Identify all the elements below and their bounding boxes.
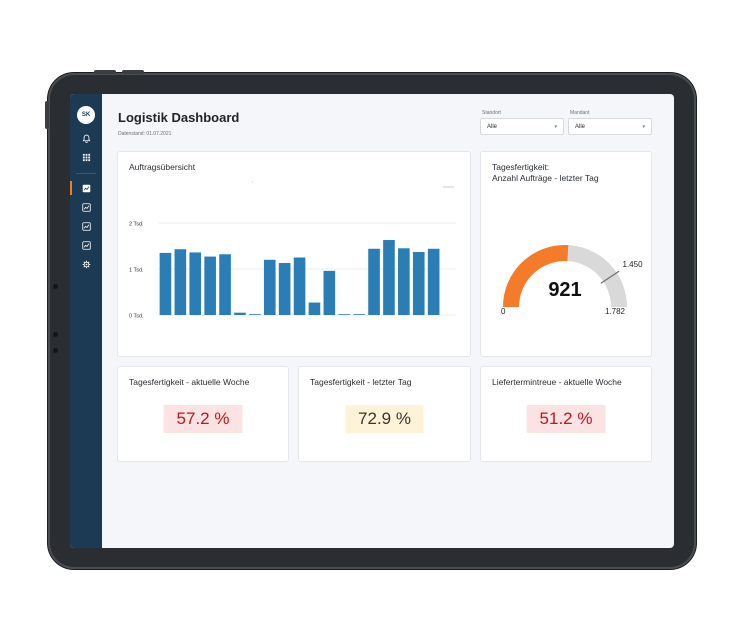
gauge-chart: 921 0 1.782 1.450 [501, 245, 644, 316]
sensor-dot [53, 332, 58, 337]
chart-icon[interactable] [80, 220, 92, 232]
bar[interactable] [368, 248, 380, 315]
gauge-title-line2: Anzahl Aufträge - letzter Tag [492, 173, 599, 183]
y-tick-label: 1 Tsd. [129, 268, 144, 274]
chevron-down-icon: ▾ [554, 123, 557, 130]
standort-select[interactable]: Alle ▾ [480, 118, 564, 135]
kpi-card-delivery: Liefertermintreue - aktuelle Woche 51.2 … [480, 366, 652, 462]
main-content: Logistik Dashboard Datenstand: 01.07.202… [102, 94, 674, 548]
filter-label-standort: Standort [482, 110, 501, 116]
gauge-target-marker [600, 270, 620, 284]
bar[interactable] [219, 254, 231, 315]
gauge-value: 921 [548, 279, 581, 301]
orders-card: Auftragsübersicht 0 Tsd. 1 Tsd. 2 Tsd. [117, 151, 471, 357]
kpi-week-value: 57.2 % [163, 405, 243, 433]
bar[interactable] [323, 270, 336, 315]
gauge-title-line1: Tagesfertigkeit: [492, 162, 550, 172]
bar[interactable] [249, 314, 261, 315]
active-indicator [70, 181, 72, 195]
data-date: Datenstand: 01.07.2021 [118, 131, 172, 137]
bar[interactable] [174, 249, 187, 315]
kpi-delivery-title: Liefertermintreue - aktuelle Woche [492, 377, 622, 387]
sensor-dot [53, 348, 58, 353]
bar[interactable] [189, 252, 202, 315]
sidebar: SK [70, 94, 102, 548]
standort-value: Alle [487, 123, 498, 130]
page-title: Logistik Dashboard [118, 110, 240, 125]
kpi-lastday-title: Tagesfertigkeit - letzter Tag [310, 377, 412, 387]
filter-label-mandant: Mandant [570, 110, 590, 116]
bar[interactable] [263, 259, 276, 315]
chart-icon[interactable] [80, 182, 92, 194]
camera-dot [53, 284, 58, 289]
gauge-card: Tagesfertigkeit: Anzahl Aufträge - letzt… [480, 151, 652, 357]
kpi-delivery-value: 51.2 % [526, 405, 606, 433]
avatar[interactable]: SK [77, 106, 95, 124]
kpi-lastday-value: 72.9 % [345, 405, 424, 433]
kpi-week-title: Tagesfertigkeit - aktuelle Woche [129, 377, 250, 387]
kpi-card-week: Tagesfertigkeit - aktuelle Woche 57.2 % [117, 366, 289, 462]
y-tick-label: 0 Tsd. [129, 314, 144, 320]
volume-button [94, 70, 116, 74]
bar[interactable] [234, 312, 246, 315]
bar[interactable] [293, 257, 306, 316]
mandant-value: Alle [575, 123, 586, 130]
orders-card-title: Auftragsübersicht [129, 162, 196, 172]
bar[interactable] [159, 252, 172, 315]
gauge-target-label: 1.450 [623, 260, 644, 269]
y-tick-label: 2 Tsd. [129, 222, 144, 228]
bar[interactable] [204, 256, 216, 315]
gauge-max-label: 1.782 [605, 307, 626, 316]
bell-icon[interactable] [80, 132, 92, 144]
app-screen: SK Logistik Dashboard Datenstand: 01.07.… [70, 94, 674, 548]
volume-button [122, 70, 144, 74]
bar[interactable] [353, 314, 365, 315]
power-button [45, 101, 49, 129]
bar[interactable] [427, 248, 440, 315]
sidebar-divider [76, 173, 96, 174]
gauge-min-label: 0 [501, 307, 506, 316]
bar[interactable] [338, 314, 351, 315]
gauge-card-title: Tagesfertigkeit: Anzahl Aufträge - letzt… [492, 162, 599, 184]
orders-bar-chart: 0 Tsd. 1 Tsd. 2 Tsd. [129, 181, 456, 320]
bar[interactable] [398, 248, 410, 315]
mandant-select[interactable]: Alle ▾ [568, 118, 652, 135]
chart-icon[interactable] [80, 201, 92, 213]
gear-icon[interactable] [80, 258, 92, 270]
bar[interactable] [308, 302, 321, 315]
bar[interactable] [412, 251, 425, 315]
chevron-down-icon: ▾ [642, 123, 645, 130]
kpi-card-lastday: Tagesfertigkeit - letzter Tag 72.9 % [298, 366, 471, 462]
gauge-fill [503, 245, 569, 308]
grid-icon[interactable] [80, 151, 92, 163]
bar[interactable] [383, 240, 395, 315]
chart-icon[interactable] [80, 239, 92, 251]
bar[interactable] [278, 263, 291, 315]
